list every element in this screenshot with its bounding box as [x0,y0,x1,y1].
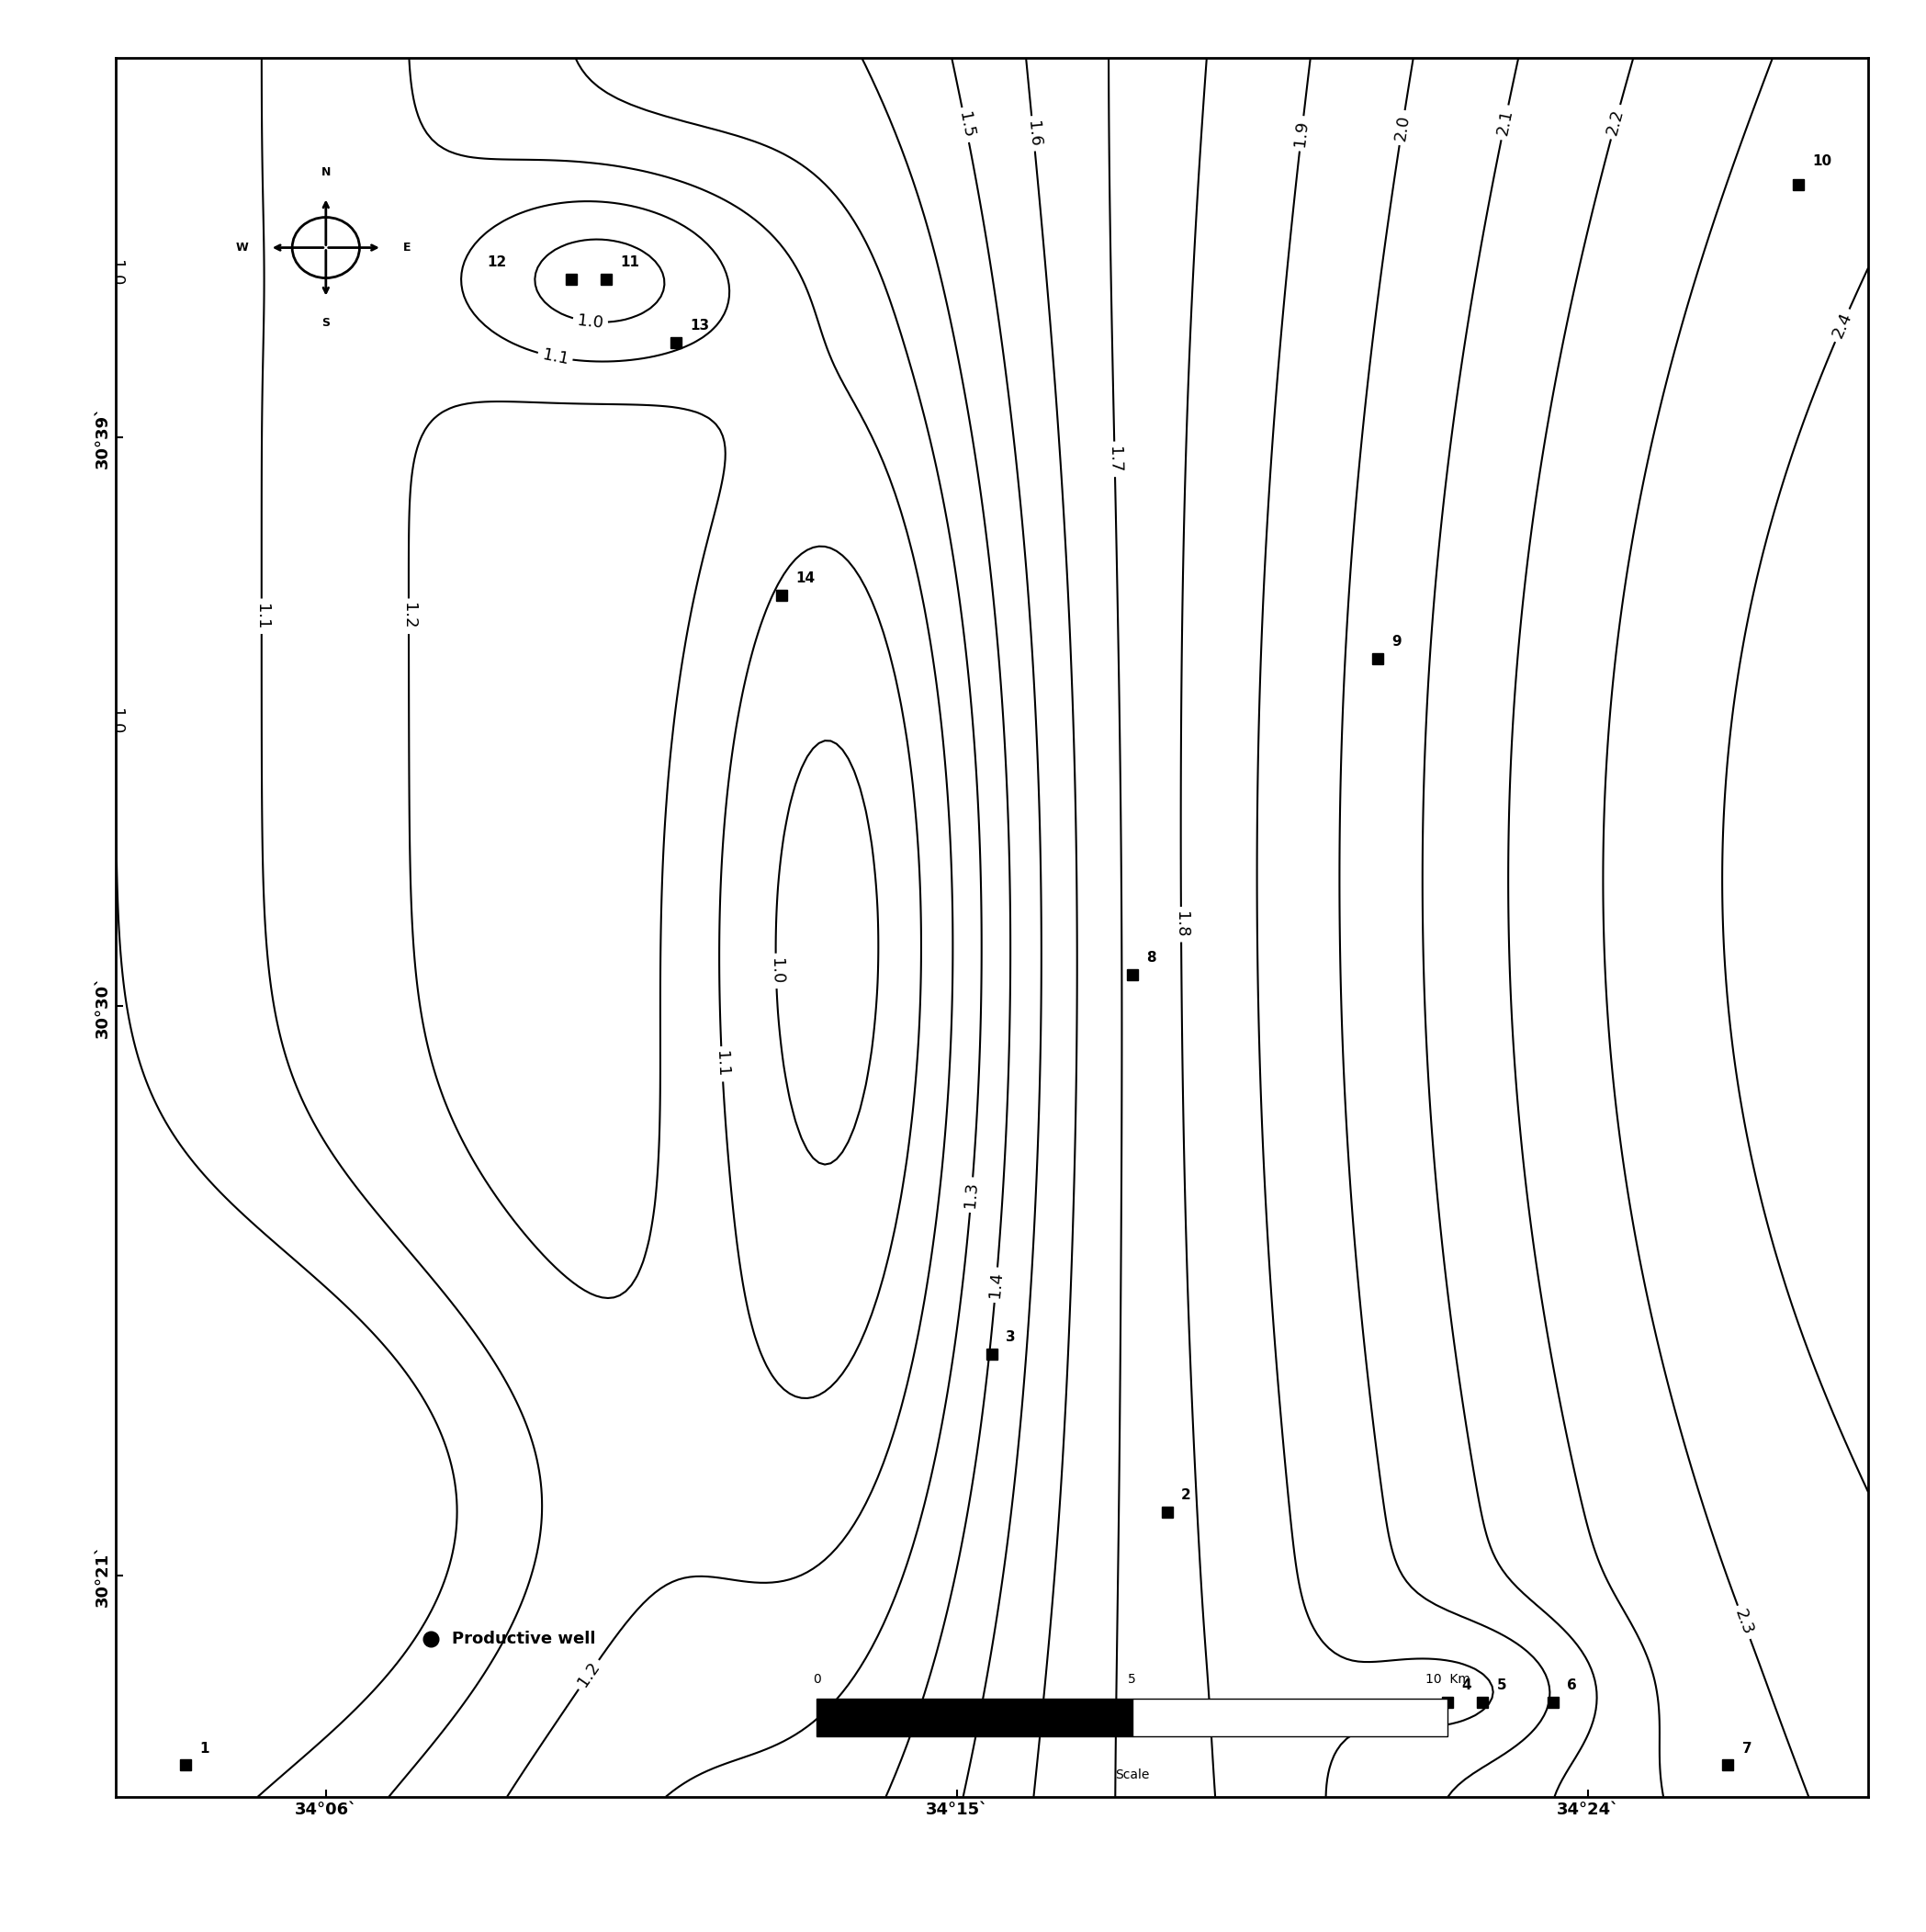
Bar [1132,1698,1448,1737]
Text: 8: 8 [1146,951,1156,964]
Text: 1.2: 1.2 [574,1660,603,1690]
Text: 4: 4 [1462,1679,1471,1692]
Text: 6: 6 [1566,1679,1577,1692]
Text: 1: 1 [200,1741,210,1756]
Text: 2.1: 2.1 [1495,108,1516,137]
Text: N: N [322,166,331,178]
Text: 2: 2 [1181,1488,1190,1503]
Text: 12: 12 [487,255,507,269]
Text: 1.0: 1.0 [108,707,123,734]
Text: 9: 9 [1391,636,1402,649]
Text: 1.6: 1.6 [1025,120,1042,147]
Text: 1.4: 1.4 [986,1271,1005,1298]
Text: 1.8: 1.8 [1173,912,1190,937]
Text: 1.9: 1.9 [1292,120,1312,147]
Bar [817,1698,1132,1737]
Text: 3: 3 [1005,1331,1015,1345]
Text: 13: 13 [690,319,711,332]
Text: 1.2: 1.2 [401,603,418,630]
Text: 5: 5 [1129,1673,1136,1687]
Text: 1.0: 1.0 [576,311,605,330]
Text: 2.2: 2.2 [1604,106,1627,137]
Text: 1.1: 1.1 [713,1051,732,1078]
Text: 2.3: 2.3 [1731,1607,1757,1638]
Text: E: E [403,242,410,253]
Text: 2.0: 2.0 [1392,114,1412,141]
Text: 14: 14 [795,572,815,585]
Text: 1.1: 1.1 [254,603,270,630]
Text: 11: 11 [620,255,639,269]
Text: 7: 7 [1741,1741,1753,1756]
Text: 1.0: 1.0 [108,261,123,286]
Text: Scale: Scale [1115,1768,1150,1781]
Text: 2.4: 2.4 [1830,309,1855,340]
Text: Productive well: Productive well [453,1631,595,1646]
Text: 1.3: 1.3 [963,1180,980,1209]
Text: 10  Km: 10 Km [1425,1673,1470,1687]
Text: 1.0: 1.0 [767,958,784,983]
Text: 5: 5 [1497,1679,1506,1692]
Text: S: S [322,317,329,328]
Text: 1.5: 1.5 [955,110,976,139]
Text: 0: 0 [813,1673,820,1687]
Text: 1.1: 1.1 [541,346,570,367]
Text: 10: 10 [1812,155,1832,168]
Text: W: W [237,242,248,253]
Text: 1.7: 1.7 [1106,446,1123,473]
